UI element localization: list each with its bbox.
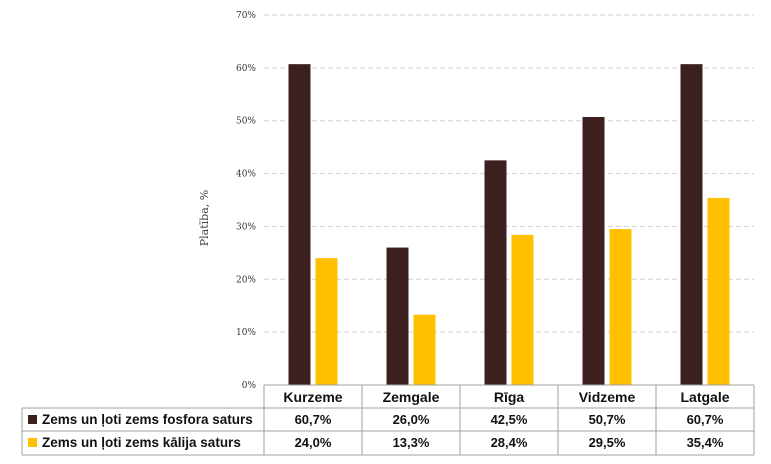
bar-phosphorus-1 bbox=[386, 247, 409, 385]
bar-potassium-4 bbox=[707, 197, 730, 385]
data-label: 35,4% bbox=[687, 435, 724, 450]
bar-phosphorus-3 bbox=[582, 117, 605, 385]
data-label: 24,0% bbox=[295, 435, 332, 450]
data-label: 60,7% bbox=[687, 412, 724, 427]
data-label: 29,5% bbox=[589, 435, 626, 450]
data-label: 28,4% bbox=[491, 435, 528, 450]
bar-phosphorus-4 bbox=[680, 64, 703, 386]
legend-label: Zems un ļoti zems kālija saturs bbox=[42, 435, 241, 450]
category-label: Latgale bbox=[680, 389, 729, 405]
data-label: 50,7% bbox=[589, 412, 626, 427]
legend-swatch bbox=[28, 415, 37, 424]
bar-phosphorus-2 bbox=[484, 160, 507, 385]
bar-potassium-3 bbox=[609, 229, 632, 385]
bar-potassium-2 bbox=[511, 234, 534, 385]
data-label: 42,5% bbox=[491, 412, 528, 427]
y-tick-label: 20% bbox=[236, 275, 256, 285]
y-axis-label: Platība, % bbox=[198, 190, 211, 246]
y-tick-label: 0% bbox=[242, 381, 257, 391]
data-label: 60,7% bbox=[295, 412, 332, 427]
data-label: 13,3% bbox=[393, 435, 430, 450]
y-tick-label: 40% bbox=[236, 170, 256, 180]
bar-potassium-1 bbox=[413, 314, 436, 385]
category-label: Vidzeme bbox=[579, 389, 636, 405]
y-tick-label: 60% bbox=[236, 64, 256, 74]
y-tick-label: 30% bbox=[236, 222, 256, 232]
gridlines bbox=[264, 14, 754, 333]
bar-phosphorus-0 bbox=[288, 64, 311, 386]
bars bbox=[288, 64, 730, 386]
bar-potassium-0 bbox=[315, 258, 338, 385]
category-label: Zemgale bbox=[383, 389, 440, 405]
category-label: Rīga bbox=[494, 389, 525, 405]
category-label: Kurzeme bbox=[283, 389, 342, 405]
data-table: Kurzeme Zemgale Rīga Vidzeme Latgale Zems un … bbox=[21, 384, 755, 456]
legend-label: Zems un ļoti zems fosfora saturs bbox=[42, 412, 253, 427]
legend-swatch bbox=[28, 438, 37, 447]
y-tick-label: 50% bbox=[236, 117, 256, 127]
y-axis-ticks: 0% 10% 20% 30% 40% 50% 60% 70% bbox=[236, 11, 256, 391]
y-tick-label: 10% bbox=[236, 328, 256, 338]
y-tick-label: 70% bbox=[236, 11, 256, 21]
data-label: 26,0% bbox=[393, 412, 430, 427]
